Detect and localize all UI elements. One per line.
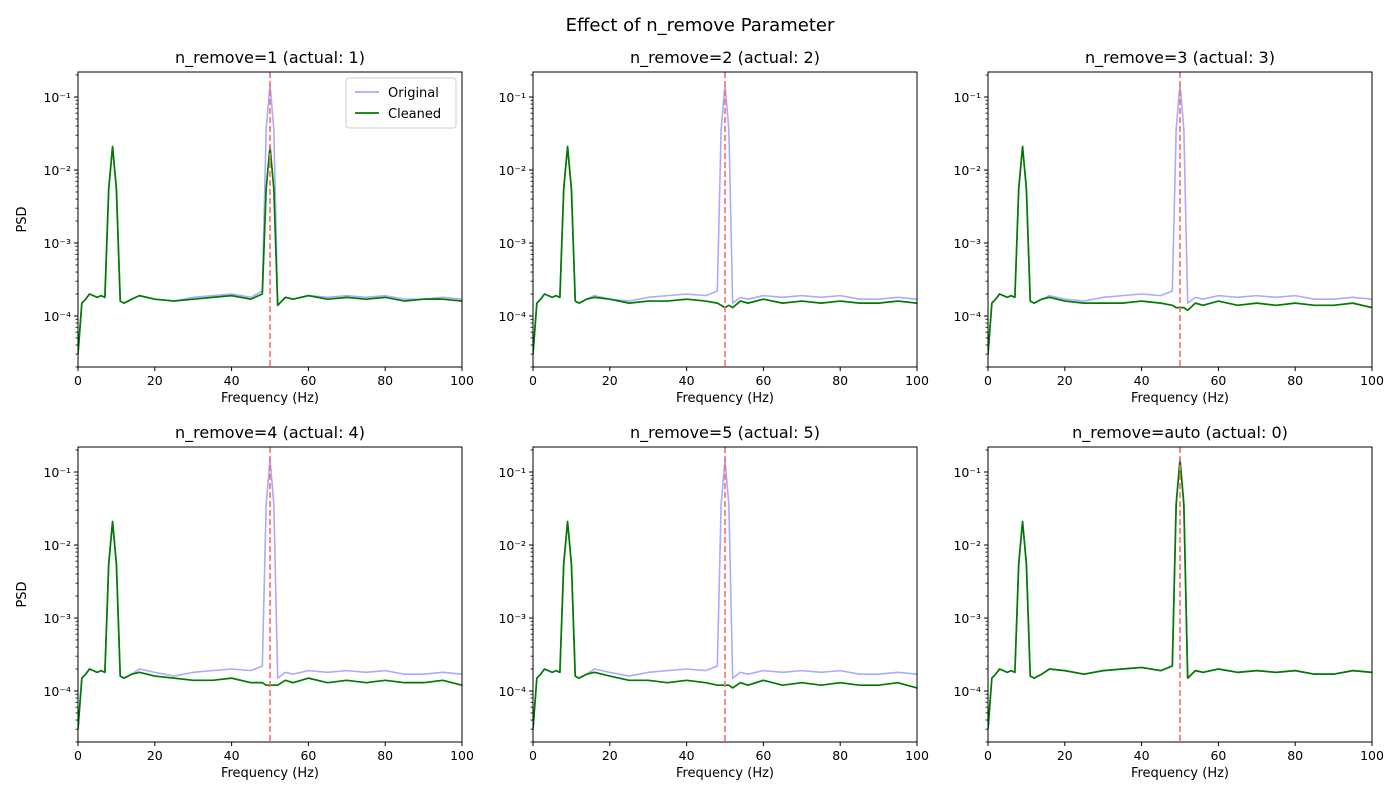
y-tick-label: 10⁻⁴	[498, 309, 526, 324]
x-axis-label: Frequency (Hz)	[221, 391, 319, 406]
x-tick-label: 80	[1287, 748, 1303, 763]
x-tick-label: 100	[1360, 748, 1384, 763]
x-tick-label: 20	[602, 748, 618, 763]
x-tick-label: 60	[300, 373, 316, 388]
x-tick-label: 0	[74, 373, 82, 388]
subplot-title: n_remove=auto (actual: 0)	[1072, 423, 1288, 443]
x-tick-label: 80	[832, 748, 848, 763]
y-tick-label: 10⁻³	[498, 236, 526, 251]
y-tick-label: 10⁻³	[43, 611, 71, 626]
x-tick-label: 20	[147, 373, 163, 388]
y-tick-label: 10⁻²	[498, 163, 526, 178]
x-tick-label: 80	[832, 373, 848, 388]
plot-area-frame	[987, 446, 1373, 743]
x-tick-label: 80	[377, 373, 393, 388]
legend: Original Cleaned	[345, 77, 457, 129]
y-tick-label: 10⁻¹	[953, 90, 981, 105]
y-tick-label: 10⁻⁴	[953, 309, 981, 324]
x-axis-label: Frequency (Hz)	[1131, 391, 1229, 406]
x-tick-label: 100	[450, 748, 474, 763]
x-tick-label: 20	[602, 373, 618, 388]
x-tick-label: 100	[450, 373, 474, 388]
cleaned-series-line	[988, 145, 1372, 355]
subplot-5: n_remove=5 (actual: 5) 0 20 40 60 80 100 10⁻⁴ 10…	[498, 423, 928, 781]
subplot-title: n_remove=3 (actual: 3)	[1085, 48, 1275, 68]
x-tick-label: 100	[905, 748, 929, 763]
y-tick-label: 10⁻³	[43, 236, 71, 251]
figure-suptitle: Effect of n_remove Parameter	[566, 15, 835, 36]
legend-label: Original	[388, 86, 439, 101]
cleaned-series-line	[533, 520, 917, 730]
cleaned-series-line	[78, 145, 462, 355]
x-tick-label: 60	[755, 373, 771, 388]
y-tick-label: 10⁻¹	[498, 90, 526, 105]
y-tick-label: 10⁻³	[953, 611, 981, 626]
y-tick-label: 10⁻¹	[43, 90, 71, 105]
cleaned-series-line	[78, 520, 462, 730]
y-tick-label: 10⁻³	[498, 611, 526, 626]
cleaned-series-line	[533, 145, 917, 355]
cleaned-series-line	[988, 458, 1372, 730]
plot-area-frame	[532, 446, 918, 743]
y-tick-label: 10⁻⁴	[953, 684, 981, 699]
plot-area-frame	[987, 71, 1373, 368]
subplot-title: n_remove=5 (actual: 5)	[630, 423, 820, 443]
y-tick-label: 10⁻²	[43, 538, 71, 553]
plot-area-frame	[77, 71, 463, 368]
x-axis-label: Frequency (Hz)	[1131, 766, 1229, 781]
x-tick-label: 0	[74, 748, 82, 763]
y-axis-label: PSD	[15, 581, 30, 607]
subplot-4: n_remove=4 (actual: 4) 0 20 40 60 80 100 10⁻⁴ 10…	[15, 423, 474, 781]
subplot-1: n_remove=1 (actual: 1) 0 20 40 60 80 100 10⁻⁴ 10…	[15, 48, 474, 406]
x-axis-label: Frequency (Hz)	[221, 766, 319, 781]
x-tick-label: 0	[984, 373, 992, 388]
subplots-grid: n_remove=1 (actual: 1) 0 20 40 60 80 100 10⁻⁴ 10…	[15, 48, 1384, 781]
x-tick-label: 60	[755, 748, 771, 763]
x-tick-label: 40	[1134, 748, 1150, 763]
x-tick-label: 80	[377, 748, 393, 763]
legend-label: Cleaned	[388, 107, 441, 122]
x-axis-label: Frequency (Hz)	[676, 766, 774, 781]
x-tick-label: 60	[1210, 748, 1226, 763]
x-axis-label: Frequency (Hz)	[676, 391, 774, 406]
y-tick-label: 10⁻¹	[498, 465, 526, 480]
x-tick-label: 40	[224, 373, 240, 388]
y-tick-label: 10⁻²	[953, 538, 981, 553]
subplot-title: n_remove=1 (actual: 1)	[175, 48, 365, 68]
x-tick-label: 0	[984, 748, 992, 763]
legend-frame	[345, 77, 457, 129]
x-tick-label: 80	[1287, 373, 1303, 388]
y-tick-label: 10⁻²	[43, 163, 71, 178]
x-tick-label: 20	[1057, 748, 1073, 763]
subplot-title: n_remove=2 (actual: 2)	[630, 48, 820, 68]
x-tick-label: 40	[679, 373, 695, 388]
y-tick-label: 10⁻¹	[43, 465, 71, 480]
x-tick-label: 40	[224, 748, 240, 763]
y-tick-label: 10⁻³	[953, 236, 981, 251]
x-tick-label: 40	[1134, 373, 1150, 388]
y-tick-label: 10⁻⁴	[43, 684, 71, 699]
x-tick-label: 20	[1057, 373, 1073, 388]
y-tick-label: 10⁻⁴	[43, 309, 71, 324]
x-tick-label: 60	[300, 748, 316, 763]
subplot-title: n_remove=4 (actual: 4)	[175, 423, 365, 443]
x-tick-label: 40	[679, 748, 695, 763]
plot-area-frame	[532, 71, 918, 368]
y-tick-label: 10⁻²	[953, 163, 981, 178]
subplot-2: n_remove=2 (actual: 2) 0 20 40 60 80 100 10⁻⁴ 10…	[498, 48, 928, 406]
y-tick-label: 10⁻²	[498, 538, 526, 553]
plot-area-frame	[77, 446, 463, 743]
y-tick-label: 10⁻¹	[953, 465, 981, 480]
x-tick-label: 100	[1360, 373, 1384, 388]
x-tick-label: 20	[147, 748, 163, 763]
x-tick-label: 0	[529, 373, 537, 388]
subplot-3: n_remove=3 (actual: 3) 0 20 40 60 80 100 10⁻⁴ 10…	[953, 48, 1383, 406]
y-axis-label: PSD	[15, 206, 30, 232]
subplot-6: n_remove=auto (actual: 0) 0 20 40 60 80 100 10⁻…	[953, 423, 1383, 781]
x-tick-label: 0	[529, 748, 537, 763]
y-tick-label: 10⁻⁴	[498, 684, 526, 699]
x-tick-label: 100	[905, 373, 929, 388]
x-tick-label: 60	[1210, 373, 1226, 388]
